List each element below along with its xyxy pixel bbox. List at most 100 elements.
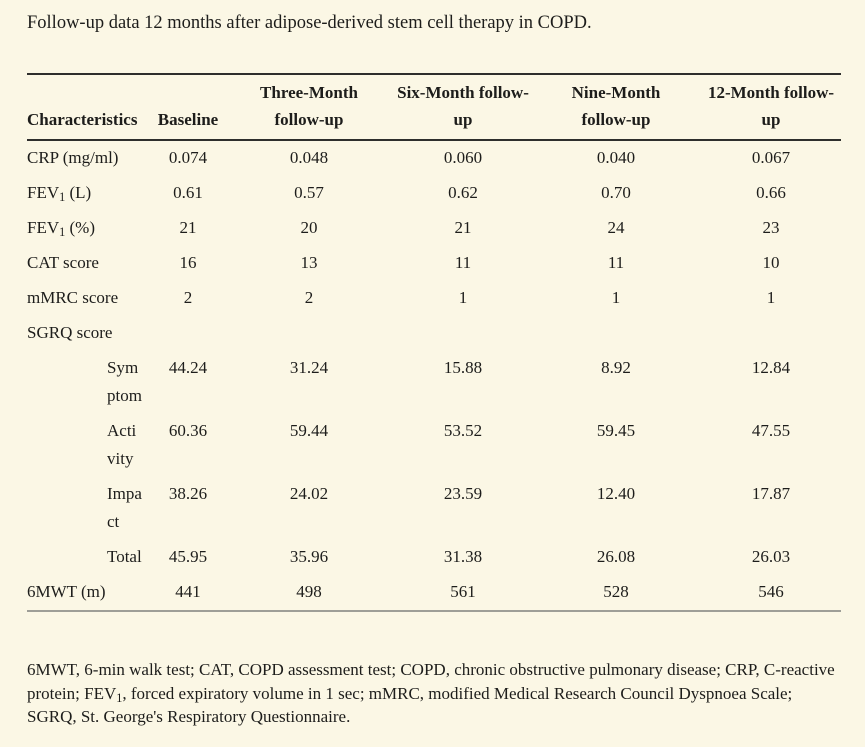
cell-nine-month: 8.92 — [601, 358, 631, 377]
cell-three-month: 20 — [300, 218, 318, 237]
col-header-line: 12-Month follow- — [707, 83, 835, 102]
row-label: CRP (mg/ml) — [27, 140, 153, 176]
row-label: Acti vity — [27, 414, 153, 477]
col-header-line: up — [453, 110, 473, 129]
row-sublabel: Sym ptom — [27, 354, 153, 410]
cell-six-month: 15.88 — [443, 358, 483, 377]
col-header-baseline: Baseline — [153, 74, 223, 141]
cell-baseline — [153, 316, 223, 351]
cell-twelve-month: 10 — [762, 253, 780, 272]
cell-baseline: 44.24 — [168, 358, 208, 377]
row-sublabel-line: Acti — [107, 421, 137, 440]
cell-baseline: 441 — [175, 582, 201, 601]
cell-nine-month: 528 — [603, 582, 629, 601]
row-label-text: CAT score — [27, 253, 99, 272]
table-title: Follow-up data 12 months after adipose-d… — [27, 13, 592, 33]
cell-baseline: 45.95 — [168, 547, 208, 566]
row-label-text: CRP (mg/ml) — [27, 148, 119, 167]
cell-twelve-month — [701, 316, 841, 351]
followup-data-table: Characteristics Baseline Three-Month fol… — [27, 73, 841, 612]
row-sublabel: Total — [107, 547, 142, 566]
row-sublabel-line: Impa — [107, 484, 142, 503]
col-header-characteristics: Characteristics — [27, 74, 153, 141]
row-sublabel-line: Sym — [107, 358, 139, 377]
cell-three-month: 13 — [300, 253, 318, 272]
cell-nine-month — [531, 316, 701, 351]
cell-twelve-month: 1 — [766, 288, 776, 307]
cell-nine-month: 0.70 — [601, 183, 631, 202]
cell-baseline: 0.61 — [173, 183, 203, 202]
col-header-twelve-month: 12-Month follow- up — [701, 74, 841, 141]
cell-baseline: 38.26 — [168, 484, 208, 503]
cell-twelve-month: 0.66 — [756, 183, 786, 202]
cell-twelve-month: 23 — [762, 218, 780, 237]
col-header-line: Characteristics — [27, 110, 138, 129]
col-header-three-month: Three-Month follow-up — [223, 74, 395, 141]
cell-three-month: 2 — [304, 288, 314, 307]
table-row-fev1-l: FEV1 (L) 0.61 0.57 0.62 0.70 0.66 — [27, 176, 841, 211]
col-header-line: Six-Month follow- — [397, 83, 529, 102]
row-label: FEV1 (%) — [27, 211, 153, 246]
table-row-sgrq-activity: Acti vity 60.36 59.44 53.52 59.45 47.55 — [27, 414, 841, 477]
page-container: Follow-up data 12 months after adipose-d… — [27, 13, 841, 729]
row-label-text: FEV — [27, 183, 60, 202]
row-sublabel-line: ct — [107, 512, 120, 531]
table-row-crp: CRP (mg/ml) 0.074 0.048 0.060 0.040 0.06… — [27, 140, 841, 176]
row-sublabel: Impa ct — [27, 480, 153, 536]
row-label: FEV1 (L) — [27, 176, 153, 211]
cell-baseline: 0.074 — [168, 148, 208, 167]
row-label: Sym ptom — [27, 351, 153, 414]
cell-nine-month: 59.45 — [596, 421, 636, 440]
cell-nine-month: 12.40 — [596, 484, 636, 503]
cell-three-month: 498 — [296, 582, 322, 601]
row-label-text: FEV — [27, 218, 60, 237]
abbreviations-footnote: 6MWT, 6-min walk test; CAT, COPD assessm… — [27, 658, 840, 729]
table-row-fev1-pct: FEV1 (%) 21 20 21 24 23 — [27, 211, 841, 246]
table-row-mmrc: mMRC score 2 2 1 1 1 — [27, 281, 841, 316]
table-row-6mwt: 6MWT (m) 441 498 561 528 546 — [27, 575, 841, 611]
col-header-line: follow-up — [581, 110, 651, 129]
col-header-line: up — [761, 110, 781, 129]
cell-twelve-month: 26.03 — [751, 547, 791, 566]
table-row-sgrq-symptom: Sym ptom 44.24 31.24 15.88 8.92 12.84 — [27, 351, 841, 414]
cell-twelve-month: 17.87 — [751, 484, 791, 503]
cell-six-month: 11 — [454, 253, 472, 272]
row-label-subscript: 1 — [59, 225, 66, 240]
cell-six-month: 23.59 — [443, 484, 483, 503]
footnote-text: 6MWT, 6-min walk test; CAT, COPD assessm… — [27, 660, 835, 703]
cell-six-month: 561 — [450, 582, 476, 601]
cell-six-month: 0.060 — [443, 148, 483, 167]
row-sublabel: Acti vity — [27, 417, 153, 473]
cell-three-month: 59.44 — [289, 421, 329, 440]
table-row-sgrq-total: Total 45.95 35.96 31.38 26.08 26.03 — [27, 540, 841, 575]
cell-nine-month: 11 — [607, 253, 625, 272]
cell-three-month — [223, 316, 395, 351]
footnote-subscript: 1 — [116, 690, 123, 705]
row-label: SGRQ score — [27, 316, 153, 351]
header-row: Characteristics Baseline Three-Month fol… — [27, 74, 841, 141]
cell-twelve-month: 47.55 — [751, 421, 791, 440]
footnote-text: , forced expiratory volume in 1 sec; mMR… — [27, 683, 793, 727]
row-label: mMRC score — [27, 281, 153, 316]
cell-nine-month: 26.08 — [596, 547, 636, 566]
col-header-nine-month: Nine-Month follow-up — [531, 74, 701, 141]
cell-three-month: 0.57 — [294, 183, 324, 202]
row-label-subscript: 1 — [59, 190, 66, 205]
cell-three-month: 31.24 — [289, 358, 329, 377]
cell-baseline: 16 — [179, 253, 197, 272]
row-label: Impa ct — [27, 477, 153, 540]
cell-baseline: 60.36 — [168, 421, 208, 440]
cell-twelve-month: 546 — [758, 582, 784, 601]
row-label: 6MWT (m) — [27, 575, 153, 611]
col-header-line: Baseline — [157, 110, 219, 129]
table-row-sgrq-header: SGRQ score — [27, 316, 841, 351]
row-label: Total — [27, 540, 153, 575]
row-sublabel-line: vity — [107, 449, 134, 468]
col-header-line: Three-Month — [260, 83, 358, 102]
cell-three-month: 0.048 — [289, 148, 329, 167]
row-label: CAT score — [27, 246, 153, 281]
cell-six-month — [395, 316, 531, 351]
table-row-sgrq-impact: Impa ct 38.26 24.02 23.59 12.40 17.87 — [27, 477, 841, 540]
row-label-text: mMRC score — [27, 288, 119, 307]
cell-nine-month: 24 — [607, 218, 625, 237]
